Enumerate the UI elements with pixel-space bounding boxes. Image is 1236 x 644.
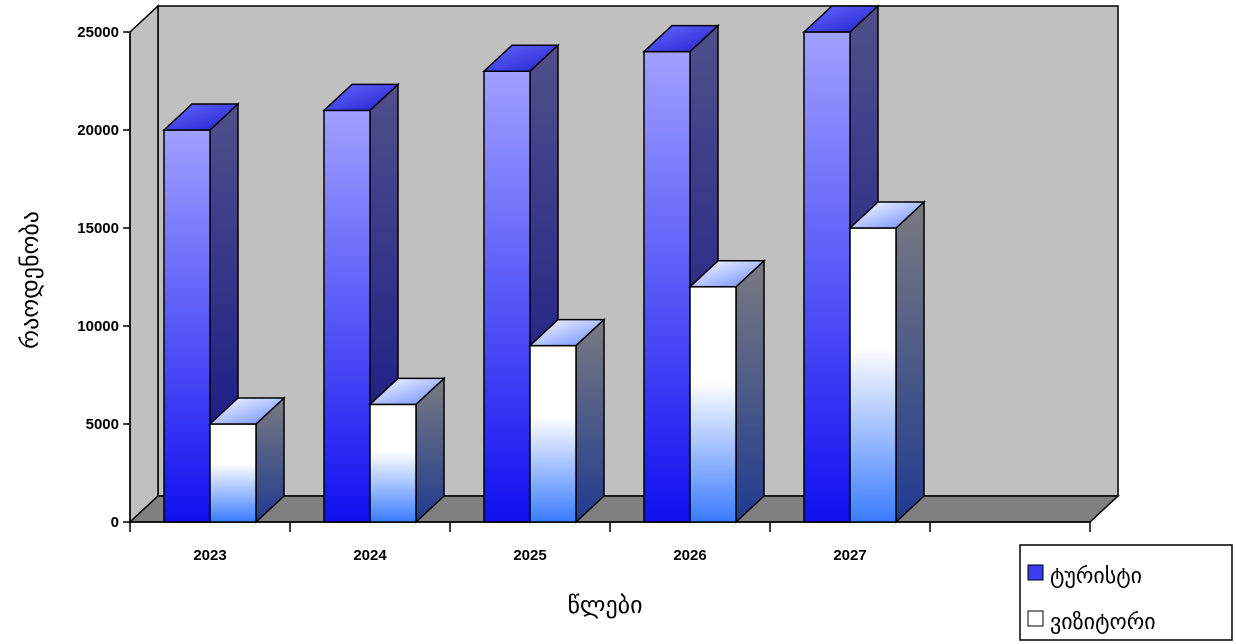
- bar-tourist-front: [483, 70, 531, 523]
- bar-tourist-front: [643, 50, 691, 523]
- bar-tourist-top: [162, 103, 240, 131]
- x-tick-label: 2027: [833, 547, 866, 564]
- legend-swatch-tourist: [1027, 564, 1044, 581]
- x-tick-label: 2023: [193, 547, 226, 564]
- bar-visitor-top: [368, 377, 446, 406]
- y-axis-ticks: 0 5000 10000 15000 20000 25000: [77, 24, 130, 531]
- x-axis-title: წლები: [568, 591, 643, 619]
- bar-visitor: [208, 396, 286, 524]
- legend-label-visitor: ვიზიტორი: [1050, 610, 1156, 635]
- bar-visitor: [688, 259, 766, 524]
- bar-visitor-side: [895, 200, 925, 524]
- bars: [162, 4, 926, 524]
- bar-visitor-front: [689, 286, 737, 523]
- bar-visitor-front: [369, 403, 417, 523]
- bar-visitor-top: [848, 201, 926, 229]
- x-tick-label: 2026: [673, 547, 706, 564]
- bar-visitor-front: [209, 423, 257, 523]
- bar-visitor-front: [529, 344, 577, 523]
- y-tick-label: 5000: [86, 416, 119, 433]
- y-tick-label: 25000: [77, 24, 119, 41]
- legend: ტურისტი ვიზიტორი: [1019, 544, 1233, 641]
- y-tick-label: 0: [111, 514, 119, 531]
- bar-visitor-top: [528, 318, 606, 347]
- legend-swatch-visitor: [1027, 610, 1044, 627]
- bar-visitor: [528, 317, 606, 524]
- y-axis-title: რაოდენობა: [16, 211, 44, 349]
- bar-visitor-top: [688, 260, 766, 288]
- bar-tourist-top: [642, 24, 720, 53]
- bar-tourist-top: [482, 44, 560, 72]
- bar-tourist-front: [803, 31, 851, 523]
- back-wall: [157, 5, 1119, 497]
- bar-visitor-side: [575, 317, 605, 524]
- bar-visitor: [368, 376, 446, 524]
- y-tick-label: 20000: [77, 122, 119, 139]
- x-axis-ticks: 2023 2024 2025 2026 2027: [129, 522, 1091, 564]
- bar-visitor-front: [849, 227, 897, 523]
- y-tick-label: 10000: [77, 318, 119, 335]
- bar-visitor: [848, 200, 926, 524]
- bar-visitor-side: [735, 259, 765, 524]
- bar-tourist-top: [322, 83, 400, 112]
- side-wall: [129, 4, 159, 524]
- bar-tourist: [482, 43, 560, 524]
- bar-tourist-front: [323, 109, 371, 523]
- x-tick-label: 2025: [513, 547, 546, 564]
- bar-visitor-top: [208, 397, 286, 425]
- x-tick-label: 2024: [353, 547, 387, 564]
- legend-box: [1019, 544, 1233, 641]
- legend-label-tourist: ტურისტი: [1050, 564, 1142, 589]
- y-tick-label: 15000: [77, 220, 119, 237]
- bar-tourist-top: [802, 5, 880, 33]
- bar-tourist-front: [163, 129, 211, 523]
